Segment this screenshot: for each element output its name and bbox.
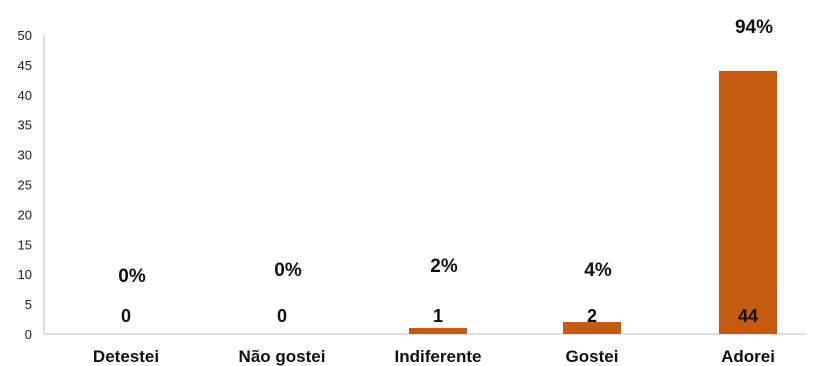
y-tick-label: 40 (18, 88, 32, 103)
percent-label: 0% (118, 266, 146, 287)
category-label: Adorei (721, 347, 775, 366)
value-label: 0 (121, 306, 131, 326)
y-tick-label: 10 (18, 267, 32, 282)
bar-gostei (563, 322, 621, 334)
category-label: Gostei (566, 347, 619, 366)
value-label: 1 (433, 306, 443, 326)
percent-label: 94% (735, 17, 773, 38)
value-labels: 0 0 1 2 44 (121, 306, 758, 326)
category-label: Detestei (93, 347, 159, 366)
percent-label: 0% (274, 260, 302, 281)
y-tick-label: 20 (18, 207, 32, 222)
y-tick-label: 50 (18, 28, 32, 43)
value-label: 0 (277, 306, 287, 326)
y-tick-label: 5 (25, 297, 32, 312)
bar-indiferente (409, 328, 467, 334)
y-tick-label: 0 (25, 327, 32, 342)
y-tick-label: 25 (18, 178, 32, 193)
bar-adorei (719, 70, 777, 334)
y-tick-label: 45 (18, 58, 32, 73)
category-label: Indiferente (395, 347, 482, 366)
percent-labels: 0% 0% 2% 4% 94% (118, 17, 773, 287)
value-label: 44 (738, 306, 758, 326)
y-tick-label: 35 (18, 118, 32, 133)
value-label: 2 (587, 306, 597, 326)
bars (409, 70, 777, 334)
category-label: Não gostei (239, 347, 326, 366)
y-tick-label: 30 (18, 148, 32, 163)
percent-label: 4% (584, 260, 612, 281)
category-labels: Detestei Não gostei Indiferente Gostei Adore… (93, 347, 775, 366)
y-tick-label: 15 (18, 237, 32, 252)
percent-label: 2% (430, 256, 458, 277)
